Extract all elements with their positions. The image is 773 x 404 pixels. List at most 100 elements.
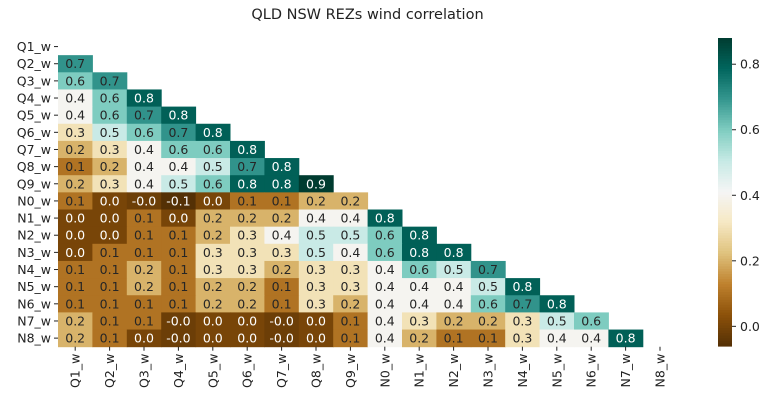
cell-annotation: 0.1 (100, 245, 120, 260)
colorbar-segment (718, 312, 732, 316)
colorbar-segment (718, 86, 732, 90)
colorbar-segment (718, 68, 732, 72)
heatmap-cell (161, 158, 197, 176)
cell-annotation: 0.2 (340, 193, 360, 208)
colorbar-tick-label: 0.0 (740, 319, 760, 334)
heatmap-cell (298, 295, 334, 313)
colorbar-segment (718, 166, 732, 170)
cell-annotation: 0.4 (272, 228, 292, 243)
heatmap-cell (195, 192, 231, 210)
heatmap-cell (126, 226, 162, 245)
cell-annotation: 0.3 (512, 331, 532, 346)
colorbar-tick-label: 0.8 (740, 57, 760, 72)
colorbar-segment (718, 48, 732, 52)
heatmap-cell (436, 329, 472, 348)
heatmap-cell (436, 243, 472, 262)
cell-annotation: 0.1 (168, 279, 188, 294)
cell-annotation: 0.5 (203, 159, 223, 174)
y-tick-label: N5_w (17, 279, 51, 294)
y-tick-label: N6_w (17, 296, 51, 311)
colorbar-segment (718, 271, 732, 275)
cell-annotation: 0.2 (100, 159, 120, 174)
colorbar-segment (718, 181, 732, 185)
cell-annotation: 0.2 (272, 211, 292, 226)
colorbar-segment (718, 138, 732, 142)
cell-annotation: 0.2 (237, 211, 257, 226)
cell-annotation: 0.8 (168, 108, 188, 123)
heatmap-cell (574, 312, 609, 331)
colorbar-segment (718, 127, 732, 131)
cell-annotation: 0.8 (547, 296, 567, 311)
heatmap-cell (126, 140, 162, 159)
colorbar-segment (718, 297, 732, 301)
cell-annotation: 0.7 (512, 296, 532, 311)
colorbar-segment (718, 97, 732, 101)
heatmap-cell (58, 329, 93, 348)
cell-annotation: 0.1 (340, 331, 360, 346)
cell-annotation: 0.4 (581, 331, 601, 346)
heatmap-cell (126, 106, 162, 125)
colorbar-segment (718, 292, 732, 296)
cell-annotation: 0.0 (100, 228, 120, 243)
cell-annotation: 0.1 (65, 279, 85, 294)
heatmap-cell (298, 243, 334, 262)
heatmap-cell (161, 295, 197, 313)
cell-annotation: -0.0 (269, 313, 293, 328)
heatmap-cell (470, 329, 506, 348)
colorbar-segment (718, 76, 732, 80)
cell-annotation: 0.8 (375, 211, 395, 226)
heatmap-cell (298, 278, 334, 296)
heatmap-cell (126, 89, 162, 108)
colorbar-segment (718, 61, 732, 65)
colorbar-segment (718, 81, 732, 85)
heatmap-cell (161, 123, 197, 142)
colorbar-segment (718, 58, 732, 62)
heatmap-cell (126, 209, 162, 228)
colorbar-segment (718, 248, 732, 252)
colorbar-segment (718, 112, 732, 116)
colorbar-segment (718, 53, 732, 57)
heatmap-cell (161, 140, 197, 159)
heatmap-cell (161, 192, 197, 210)
cell-annotation: 0.1 (65, 193, 85, 208)
heatmap-cell (58, 72, 93, 90)
cell-annotation: 0.2 (203, 279, 223, 294)
heatmap-cell (505, 312, 541, 331)
heatmap-cell (470, 278, 506, 296)
x-tick-label: N6_w (584, 354, 599, 388)
cell-annotation: 0.2 (65, 313, 85, 328)
heatmap-cell (230, 158, 265, 176)
heatmap-cell (92, 295, 128, 313)
colorbar-segment (718, 215, 732, 219)
colorbar-segment (718, 89, 732, 93)
heatmap-cell (195, 312, 231, 331)
x-tick-label: Q9_w (343, 354, 358, 388)
cell-annotation: 0.7 (65, 56, 85, 71)
cell-annotation: 0.8 (134, 91, 154, 106)
colorbar-segment (718, 276, 732, 280)
colorbar-segment (718, 38, 732, 42)
heatmap-cell (264, 295, 300, 313)
colorbar-segment (718, 209, 732, 214)
cell-annotation: 0.6 (65, 73, 85, 88)
cell-annotation: 0.6 (100, 91, 120, 106)
heatmap-cell (539, 329, 575, 348)
cell-annotation: -0.0 (132, 193, 156, 208)
cell-annotation: 0.2 (65, 331, 85, 346)
heatmap-cell (505, 295, 541, 313)
heatmap-cell (298, 312, 334, 331)
cell-annotation: 0.7 (168, 125, 188, 140)
x-tick-label: N3_w (481, 354, 496, 388)
heatmap-cell (195, 175, 231, 193)
heatmap-cell (436, 278, 472, 296)
heatmap-cell (505, 329, 541, 348)
heatmap-cell (126, 295, 162, 313)
cell-annotation: 0.7 (478, 262, 498, 277)
colorbar-segment (718, 330, 732, 334)
colorbar-segment (718, 199, 732, 203)
heatmap-cell (195, 260, 231, 279)
colorbar-segment (718, 261, 732, 265)
heatmap-cell (58, 89, 93, 108)
heatmap-cell (58, 55, 93, 73)
colorbar-segment (718, 43, 732, 47)
